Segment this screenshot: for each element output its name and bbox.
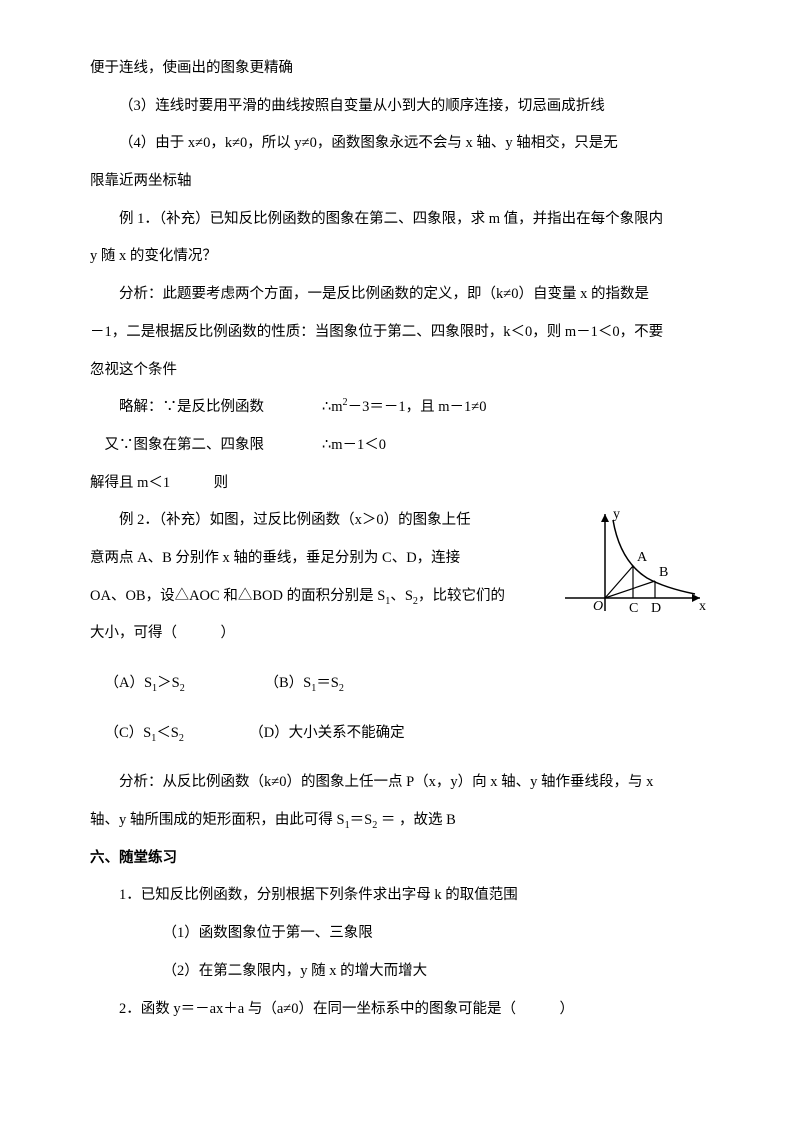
paragraph: 解得且 m＜1 则 <box>90 465 710 503</box>
option-d: （D）大小关系不能确定 <box>249 725 404 741</box>
paragraph: 便于连线，使画出的图象更精确 <box>90 50 710 88</box>
svg-text:D: D <box>651 601 661 616</box>
option-a: （A）S1＞S2 <box>105 675 185 691</box>
text: ＝ ，故选 B <box>377 812 456 828</box>
subscript: 2 <box>180 683 185 694</box>
paragraph: 又∵图象在第二、四象限 ∴m－1＜0 <box>90 427 710 465</box>
paragraph: －1，二是根据反比例函数的性质：当图象位于第二、四象限时，k＜0，则 m－1＜0… <box>90 314 710 352</box>
section-heading: 六、随堂练习 <box>90 840 710 878</box>
example-block: y x O A B C D 例 2．（补充）如图，过反比例函数（x＞0）的图象上… <box>90 502 710 653</box>
text: ，比较它们的 <box>418 588 505 604</box>
paragraph: 分析：此题要考虑两个方面，一是反比例函数的定义，即（k≠0）自变量 x 的指数是 <box>90 276 710 314</box>
text: ＞S <box>157 675 180 691</box>
question: 2．函数 y＝－ax＋a 与（a≠0）在同一坐标系中的图象可能是（ ） <box>90 991 710 1029</box>
figure-svg: y x O A B C D <box>555 506 710 626</box>
paragraph: y 随 x 的变化情况？ <box>90 238 710 276</box>
sub-question: （2）在第二象限内，y 随 x 的增大而增大 <box>90 953 710 991</box>
document-page: 便于连线，使画出的图象更精确 （3）连线时要用平滑的曲线按照自变量从小到大的顺序… <box>0 0 800 1068</box>
text: OA、OB，设△AOC 和△BOD 的面积分别是 S <box>90 588 385 604</box>
geometry-figure: y x O A B C D <box>555 506 710 626</box>
svg-text:B: B <box>659 565 668 580</box>
paragraph: （4）由于 x≠0，k≠0，所以 y≠0，函数图象永远不会与 x 轴、y 轴相交… <box>90 125 710 163</box>
paragraph: 略解：∵是反比例函数∴m2－3＝－1，且 m－1≠0 <box>90 389 710 427</box>
paragraph: （3）连线时要用平滑的曲线按照自变量从小到大的顺序连接，切忌画成折线 <box>90 88 710 126</box>
paragraph: 轴、y 轴所围成的矩形面积，由此可得 S1＝S2 ＝ ，故选 B <box>90 802 710 840</box>
option-row: （A）S1＞S2 （B）S1＝S2 <box>90 665 710 703</box>
subscript: 2 <box>179 733 184 744</box>
option-c: （C）S1＜S2 <box>105 725 184 741</box>
text: 例 1．（补充）已知反比例函数的图象在第二、四象限，求 m 值，并指出在每个象限… <box>119 211 663 227</box>
text: ＝S <box>316 675 339 691</box>
text: （A）S <box>105 675 153 691</box>
subscript: 2 <box>339 683 344 694</box>
paragraph: 例 1．（补充）已知反比例函数的图象在第二、四象限，求 m 值，并指出在每个象限… <box>90 201 710 239</box>
text: 又∵图象在第二、四象限 <box>105 437 265 453</box>
text: 解得且 m＜1 <box>90 475 170 491</box>
option-row: （C）S1＜S2 （D）大小关系不能确定 <box>90 715 710 753</box>
svg-text:y: y <box>613 507 620 522</box>
text: ∴m－1＜0 <box>322 437 386 453</box>
text: （4）由于 x≠0，k≠0，所以 y≠0，函数图象永远不会与 x 轴、y 轴相交… <box>119 135 618 151</box>
svg-text:A: A <box>637 550 648 565</box>
sub-question: （1）函数图象位于第一、三象限 <box>90 915 710 953</box>
text: ＝S <box>350 812 373 828</box>
svg-text:O: O <box>593 599 603 614</box>
text: －3＝－1，且 m－1≠0 <box>348 399 487 415</box>
text: 、S <box>390 588 413 604</box>
paragraph: 限靠近两坐标轴 <box>90 163 710 201</box>
text: （C）S <box>105 725 152 741</box>
text: ∴m <box>322 399 343 415</box>
option-b: （B）S1＝S2 <box>265 675 344 691</box>
svg-text:x: x <box>699 599 706 614</box>
question: 1．已知反比例函数，分别根据下列条件求出字母 k 的取值范围 <box>90 877 710 915</box>
text: 略解：∵是反比例函数 <box>119 399 264 415</box>
paragraph: 忽视这个条件 <box>90 352 710 390</box>
paragraph: 分析：从反比例函数（k≠0）的图象上任一点 P（x，y）向 x 轴、y 轴作垂线… <box>90 764 710 802</box>
svg-text:C: C <box>629 601 638 616</box>
text: ＜S <box>156 725 179 741</box>
text: 则 <box>214 475 229 491</box>
text: （B）S <box>265 675 312 691</box>
text: 轴、y 轴所围成的矩形面积，由此可得 S <box>90 812 345 828</box>
